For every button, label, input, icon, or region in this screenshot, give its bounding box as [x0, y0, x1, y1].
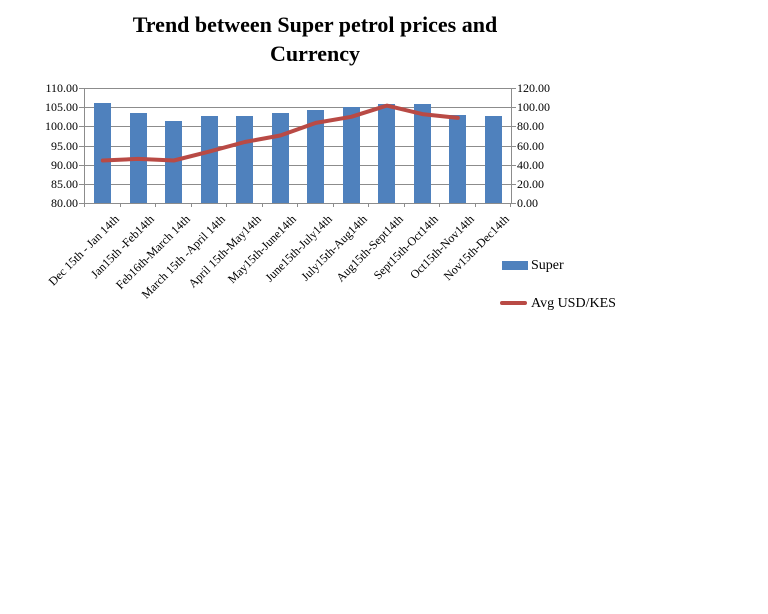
bar-super [236, 116, 254, 203]
bar-super [378, 103, 396, 203]
gridline [85, 145, 511, 147]
y-axis-left-tickmark [79, 145, 84, 147]
y-axis-right-tickmark [511, 107, 516, 109]
x-axis-tickmark [226, 203, 227, 207]
y-axis-left-tickmark [79, 183, 84, 185]
y-axis-right-tickmark [511, 164, 516, 166]
bar-super [449, 114, 467, 203]
y-axis-right-tick-label: 100.00 [517, 100, 550, 115]
x-axis-tickmark [297, 203, 298, 207]
bar-super [413, 103, 431, 203]
y-axis-right-tick-label: 20.00 [517, 176, 544, 191]
x-axis-tickmark [155, 203, 156, 207]
y-axis-right-tickmark [511, 88, 516, 89]
x-axis-tickmark [439, 203, 440, 207]
x-axis-tickmark [332, 203, 334, 207]
gridline [85, 107, 511, 109]
y-axis-right-tickmark [511, 126, 516, 128]
trend-line-path [100, 103, 460, 163]
trend-line-avg-usd-kes [100, 103, 460, 163]
chart-title-line2: Currency [269, 41, 361, 66]
y-axis-right-tick-label: 60.00 [517, 138, 544, 153]
y-axis-left-tickmark [79, 203, 84, 204]
chart-title: Trend between Super petrol prices and Cu… [75, 10, 555, 68]
y-axis-left-tick-label: 105.00 [45, 100, 78, 115]
x-axis-tickmark [261, 203, 263, 207]
gridline [85, 126, 511, 128]
x-axis-tickmark [84, 203, 85, 207]
y-axis-right-tick-label: 0.00 [517, 196, 538, 210]
y-axis-left-tickmark [79, 88, 84, 89]
y-axis-left-tickmark [79, 126, 84, 128]
y-axis-right-tick-label: 40.00 [517, 157, 544, 172]
y-axis-left-tick-label: 95.00 [51, 138, 78, 153]
x-axis-tickmark [510, 203, 511, 207]
bar-super [307, 109, 325, 203]
x-axis-tickmark [474, 203, 476, 207]
y-axis-left-tick-label: 110.00 [45, 81, 78, 95]
legend-label-super: Super [531, 258, 564, 273]
gridline [85, 88, 511, 89]
y-axis-right-tickmark [511, 183, 516, 185]
y-axis-left-tickmark [79, 164, 84, 166]
bar-super [342, 107, 360, 203]
y-axis-left-tick-label: 90.00 [51, 157, 78, 172]
x-axis-tickmark [190, 203, 192, 207]
x-axis-tickmark [403, 203, 405, 207]
y-axis-left-tick-label: 80.00 [51, 196, 78, 210]
gridline [85, 203, 511, 204]
x-axis-tickmark [368, 203, 369, 207]
legend-swatch-avg-usd-kes [500, 301, 527, 305]
plot-area [84, 88, 512, 204]
y-axis-left-tick-label: 100.00 [45, 119, 78, 134]
y-axis-right-tick-label: 80.00 [517, 119, 544, 134]
y-axis-right-tickmark [511, 145, 516, 147]
gridline [85, 164, 511, 166]
y-axis-right-tick-label: 120.00 [517, 81, 550, 95]
y-axis-right-tickmark [511, 203, 516, 204]
bar-super [94, 103, 112, 203]
x-axis-tickmark [119, 203, 121, 207]
y-axis-left-tickmark [79, 107, 84, 109]
gridline [85, 183, 511, 185]
bar-super [200, 116, 218, 203]
legend-swatch-super [502, 261, 528, 270]
y-axis-left-tick-label: 85.00 [51, 176, 78, 191]
chart-title-line1: Trend between Super petrol prices and [132, 12, 498, 37]
bar-super [484, 116, 502, 203]
legend-label-avg-usd-kes: Avg USD/KES [531, 296, 616, 311]
